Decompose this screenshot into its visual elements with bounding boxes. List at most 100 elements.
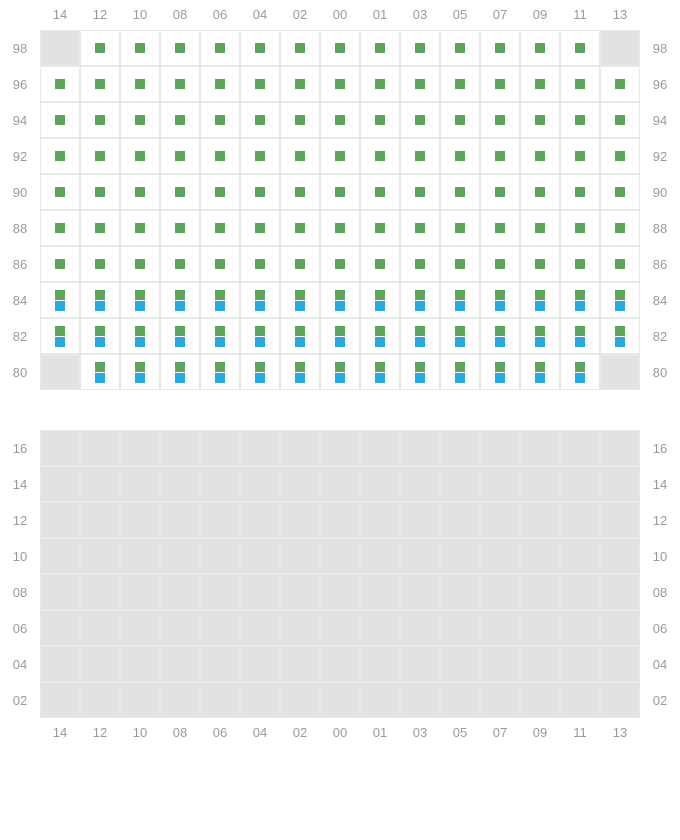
cell[interactable]	[400, 30, 440, 66]
cell[interactable]	[280, 354, 320, 390]
cell[interactable]	[480, 66, 520, 102]
cell[interactable]	[560, 210, 600, 246]
cell[interactable]	[40, 318, 80, 354]
cell[interactable]	[280, 210, 320, 246]
cell[interactable]	[360, 174, 400, 210]
cell[interactable]	[80, 354, 120, 390]
cell[interactable]	[280, 102, 320, 138]
cell[interactable]	[200, 30, 240, 66]
cell[interactable]	[80, 30, 120, 66]
cell[interactable]	[560, 102, 600, 138]
cell[interactable]	[200, 66, 240, 102]
cell[interactable]	[360, 246, 400, 282]
cell[interactable]	[600, 210, 640, 246]
cell[interactable]	[40, 174, 80, 210]
cell[interactable]	[160, 210, 200, 246]
cell[interactable]	[400, 318, 440, 354]
cell[interactable]	[80, 174, 120, 210]
cell[interactable]	[440, 102, 480, 138]
cell[interactable]	[480, 318, 520, 354]
cell[interactable]	[560, 30, 600, 66]
cell[interactable]	[160, 66, 200, 102]
cell[interactable]	[120, 282, 160, 318]
cell[interactable]	[560, 354, 600, 390]
cell[interactable]	[440, 210, 480, 246]
cell[interactable]	[480, 102, 520, 138]
cell[interactable]	[80, 210, 120, 246]
cell[interactable]	[480, 282, 520, 318]
cell[interactable]	[560, 246, 600, 282]
cell[interactable]	[560, 66, 600, 102]
cell[interactable]	[280, 66, 320, 102]
cell[interactable]	[400, 138, 440, 174]
cell[interactable]	[480, 138, 520, 174]
cell[interactable]	[40, 138, 80, 174]
cell[interactable]	[400, 210, 440, 246]
cell[interactable]	[440, 354, 480, 390]
cell[interactable]	[200, 210, 240, 246]
cell[interactable]	[160, 246, 200, 282]
cell[interactable]	[240, 66, 280, 102]
cell[interactable]	[120, 66, 160, 102]
cell[interactable]	[160, 318, 200, 354]
cell[interactable]	[400, 282, 440, 318]
cell[interactable]	[240, 138, 280, 174]
cell[interactable]	[480, 246, 520, 282]
cell[interactable]	[480, 354, 520, 390]
cell[interactable]	[520, 282, 560, 318]
cell[interactable]	[40, 66, 80, 102]
cell[interactable]	[480, 210, 520, 246]
cell[interactable]	[520, 66, 560, 102]
cell[interactable]	[440, 246, 480, 282]
cell[interactable]	[200, 246, 240, 282]
cell[interactable]	[240, 354, 280, 390]
cell[interactable]	[520, 210, 560, 246]
cell[interactable]	[400, 246, 440, 282]
cell[interactable]	[240, 246, 280, 282]
cell[interactable]	[520, 102, 560, 138]
cell[interactable]	[240, 174, 280, 210]
cell[interactable]	[120, 354, 160, 390]
cell[interactable]	[120, 138, 160, 174]
cell[interactable]	[120, 318, 160, 354]
cell[interactable]	[360, 66, 400, 102]
cell[interactable]	[80, 138, 120, 174]
cell[interactable]	[320, 30, 360, 66]
cell[interactable]	[160, 354, 200, 390]
cell[interactable]	[40, 102, 80, 138]
cell[interactable]	[320, 318, 360, 354]
cell[interactable]	[160, 282, 200, 318]
cell[interactable]	[120, 210, 160, 246]
cell[interactable]	[320, 138, 360, 174]
cell[interactable]	[240, 210, 280, 246]
cell[interactable]	[360, 282, 400, 318]
cell[interactable]	[120, 174, 160, 210]
cell[interactable]	[320, 246, 360, 282]
cell[interactable]	[320, 282, 360, 318]
cell[interactable]	[520, 246, 560, 282]
cell[interactable]	[560, 282, 600, 318]
cell[interactable]	[240, 282, 280, 318]
cell[interactable]	[400, 102, 440, 138]
cell[interactable]	[440, 30, 480, 66]
cell[interactable]	[600, 282, 640, 318]
cell[interactable]	[440, 318, 480, 354]
cell[interactable]	[240, 318, 280, 354]
cell[interactable]	[80, 318, 120, 354]
cell[interactable]	[320, 66, 360, 102]
cell[interactable]	[360, 318, 400, 354]
cell[interactable]	[160, 30, 200, 66]
cell[interactable]	[360, 102, 400, 138]
cell[interactable]	[200, 138, 240, 174]
cell[interactable]	[480, 174, 520, 210]
cell[interactable]	[520, 30, 560, 66]
cell[interactable]	[360, 354, 400, 390]
cell[interactable]	[120, 30, 160, 66]
cell[interactable]	[600, 66, 640, 102]
cell[interactable]	[360, 210, 400, 246]
cell[interactable]	[320, 102, 360, 138]
cell[interactable]	[40, 246, 80, 282]
cell[interactable]	[200, 174, 240, 210]
cell[interactable]	[160, 174, 200, 210]
cell[interactable]	[80, 282, 120, 318]
